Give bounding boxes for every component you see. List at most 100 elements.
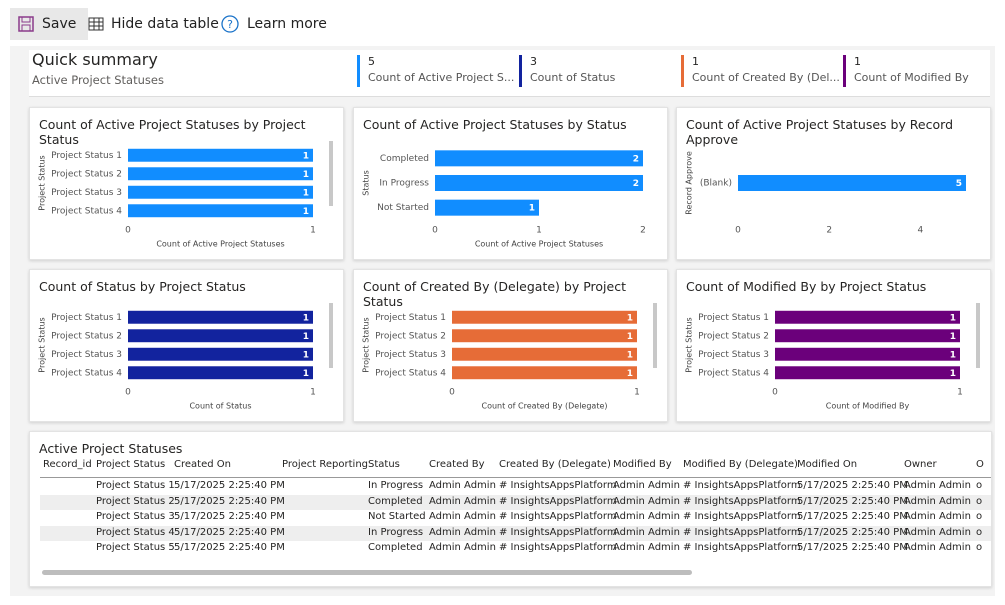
column-header: Created On — [174, 459, 231, 470]
bar — [128, 329, 313, 343]
category-label: Project Status 3 — [375, 350, 446, 360]
table-cell: 5/17/2025 2:25:40 PM — [174, 480, 285, 491]
card-value: 1 — [692, 55, 699, 68]
column-header: Modified By (Delegate) — [683, 459, 798, 470]
data-label: 1 — [627, 350, 633, 360]
bar — [128, 167, 313, 181]
scrollbar — [976, 303, 980, 368]
table-cell: Project Status 1 — [96, 480, 175, 491]
data-label: 1 — [950, 369, 956, 379]
chart-title: Count of Modified By by Project Status — [686, 279, 927, 294]
table-cell: Admin Admin — [904, 542, 971, 553]
data-label: 5 — [956, 179, 962, 189]
x-tick-label: 1 — [957, 388, 963, 398]
table-cell: Admin Admin — [613, 495, 680, 507]
row-stripe — [40, 525, 991, 541]
table-cell: Admin Admin — [429, 480, 496, 491]
chart-title: Count of Created By (Delegate) by Projec… — [363, 279, 626, 309]
column-header: Project Reporting — [282, 459, 369, 470]
chart-panel: Count of Created By (Delegate) by Projec… — [353, 269, 668, 422]
chart-panel: Count of Active Project Statuses by Proj… — [29, 107, 344, 260]
table-cell: # InsightsAppsPlatform — [683, 480, 801, 491]
category-label: Project Status 4 — [51, 206, 122, 216]
data-label: 1 — [627, 313, 633, 323]
save-icon — [18, 16, 34, 32]
chart-title: Count of Active Project Statuses by Reco… — [686, 117, 953, 147]
table-panel: Active Project Statuses Record_id Project … — [29, 431, 992, 587]
category-label: Not Started — [377, 203, 429, 213]
category-label: Project Status 3 — [51, 350, 122, 360]
card-value: 3 — [530, 55, 537, 68]
category-label: Project Status 3 — [51, 188, 122, 198]
y-axis-label: Record Approve — [685, 151, 694, 215]
data-label: 1 — [303, 350, 309, 360]
x-axis-label: Count of Active Project Statuses — [475, 240, 603, 249]
category-label: Project Status 4 — [51, 368, 122, 378]
column-header: Status — [368, 459, 400, 470]
x-tick-label: 0 — [125, 388, 131, 398]
hide-table-button[interactable]: Hide data table — [88, 8, 219, 40]
column-header: O — [976, 459, 984, 470]
x-tick-label: 1 — [310, 226, 316, 236]
x-tick-label: 2 — [640, 226, 646, 236]
data-label: 1 — [303, 207, 309, 217]
x-tick-label: 0 — [449, 388, 455, 398]
table-cell: # InsightsAppsPlatform — [499, 480, 617, 491]
y-axis-label: Project Status — [38, 317, 47, 372]
table-cell: Admin Admin — [613, 480, 680, 491]
chart: Project Status 1 1 Project Status 2 1 Projec… — [362, 303, 657, 411]
table-cell: 5/17/2025 2:25:40 PM — [174, 511, 285, 522]
summary-bar — [29, 50, 990, 97]
table-cell: # InsightsAppsPlatform — [499, 542, 617, 553]
category-label: Project Status 2 — [698, 331, 769, 341]
table-cell: Project Status 3 — [96, 511, 175, 522]
category-label: Project Status 1 — [375, 313, 446, 323]
table-cell: Admin Admin — [904, 511, 971, 522]
table-cell: Completed — [368, 542, 423, 553]
category-label: Project Status 1 — [51, 313, 122, 323]
category-label: Completed — [380, 154, 429, 164]
bar — [452, 347, 637, 361]
table-cell: In Progress — [368, 526, 424, 538]
table-cell: 5/17/2025 2:25:40 PM — [797, 526, 908, 538]
y-axis-label: Project Status — [685, 317, 694, 372]
bar — [452, 310, 637, 324]
data-label: 1 — [529, 204, 535, 214]
chart-title: Count of Active Project Statuses by Stat… — [363, 117, 627, 132]
toolbar — [0, 0, 1005, 46]
table-cell: Admin Admin — [613, 526, 680, 538]
table-cell: o — [976, 511, 983, 522]
chart: Completed 2 In Progress 2 Not Started 1 0 1 2 Cou… — [362, 150, 646, 249]
hide-table-label: Hide data table — [111, 16, 219, 32]
column-header: Modified On — [797, 459, 858, 470]
x-axis-label: Count of Created By (Delegate) — [481, 402, 607, 411]
table-cell: o — [976, 480, 983, 491]
scrollbar — [329, 141, 333, 206]
table-icon — [88, 17, 104, 31]
category-label: Project Status 1 — [51, 151, 122, 161]
column-header: Created By — [429, 459, 485, 470]
x-axis-label: Count of Modified By — [826, 402, 910, 411]
bar — [128, 204, 313, 218]
category-label: Project Status 2 — [375, 331, 446, 341]
y-axis-label: Status — [362, 170, 371, 196]
column-header: Owner — [904, 459, 937, 470]
bar — [128, 185, 313, 199]
chart-panel: Count of Status by Project Status Project… — [29, 269, 344, 422]
data-label: 1 — [303, 369, 309, 379]
bar — [775, 366, 960, 380]
data-label: 1 — [303, 170, 309, 180]
learn-more-button[interactable]: ? Learn more — [221, 8, 327, 40]
table-cell: Admin Admin — [613, 511, 680, 522]
data-label: 1 — [303, 332, 309, 342]
h-scrollbar[interactable] — [42, 570, 692, 575]
save-button[interactable]: Save — [10, 8, 88, 40]
data-label: 1 — [950, 332, 956, 342]
table-cell: Project Status 2 — [96, 495, 175, 507]
x-axis-label: Count of Status — [189, 402, 251, 411]
scrollbar — [653, 303, 657, 368]
x-tick-label: 1 — [536, 226, 542, 236]
category-label: Project Status 2 — [51, 331, 122, 341]
table-cell: Admin Admin — [613, 542, 680, 553]
